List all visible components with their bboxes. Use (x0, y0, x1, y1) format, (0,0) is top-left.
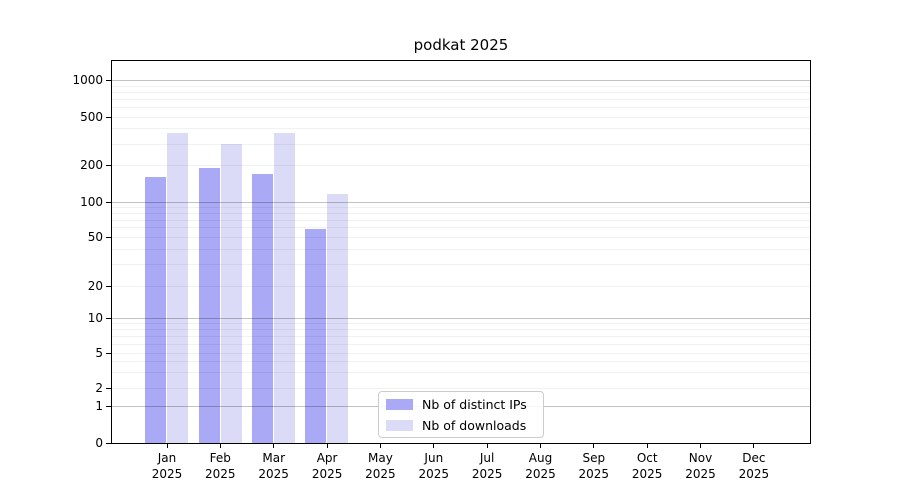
y-tick-mark (106, 406, 111, 408)
gridline (112, 227, 810, 229)
gridline (112, 236, 810, 238)
legend-item-distinct-ips: Nb of distinct IPs (386, 397, 543, 412)
gridline (112, 98, 810, 100)
y-tick-mark (106, 352, 111, 354)
x-tick-label: Mar 2025 (258, 451, 289, 481)
y-tick-mark (106, 201, 111, 203)
x-tick-mark (326, 444, 328, 448)
gridline (112, 318, 810, 319)
y-tick-label: 100 (80, 194, 103, 209)
bar-downloads-jan-2025 (167, 132, 189, 443)
x-tick-label: Apr 2025 (311, 451, 343, 481)
x-tick-mark (486, 444, 488, 448)
gridline (112, 116, 810, 118)
bar-downloads-feb-2025 (220, 144, 242, 443)
legend-item-downloads: Nb of downloads (386, 418, 543, 433)
x-tick-label: Aug 2025 (525, 451, 556, 481)
gridline (112, 387, 810, 389)
x-tick-mark (700, 444, 701, 448)
x-tick-mark (379, 444, 381, 448)
gridline (112, 80, 810, 81)
y-tick-label: 1 (95, 399, 103, 414)
x-tick-mark (166, 444, 168, 448)
y-tick-label: 5 (95, 345, 103, 360)
gridline (112, 128, 810, 130)
y-tick-mark (106, 164, 111, 166)
x-tick-mark (646, 444, 648, 448)
y-tick-mark (106, 236, 111, 238)
gridline (112, 206, 810, 208)
gridline (112, 323, 810, 325)
gridline (112, 361, 810, 363)
y-tick-mark (106, 286, 111, 288)
gridline (112, 107, 810, 108)
y-tick-mark (106, 80, 111, 81)
bar-distinct-ips-apr-2025 (305, 229, 327, 443)
bar-distinct-ips-jan-2025 (145, 176, 167, 443)
legend-label-downloads: Nb of downloads (422, 417, 527, 433)
gridline (112, 201, 810, 203)
bars-layer (112, 61, 810, 443)
bar-downloads-mar-2025 (274, 132, 295, 443)
y-tick-label: 0 (95, 435, 103, 450)
x-tick-label: Jun 2025 (418, 451, 450, 481)
x-tick-mark (540, 444, 541, 448)
x-tick-label: Jul 2025 (471, 451, 503, 481)
legend: Nb of distinct IPs Nb of downloads (378, 391, 544, 438)
x-tick-label: May 2025 (365, 451, 396, 481)
gridline (112, 264, 810, 266)
gridline (112, 248, 810, 250)
legend-label-distinct-ips: Nb of distinct IPs (422, 396, 527, 412)
y-tick-mark (106, 318, 111, 319)
gridline (112, 372, 810, 374)
gridline (112, 336, 810, 337)
y-tick-label: 1000 (72, 73, 103, 87)
gridlines-layer (112, 61, 810, 443)
y-tick-label: 10 (87, 311, 103, 325)
gridline (112, 219, 810, 221)
gridline (112, 286, 810, 288)
y-tick-label: 200 (80, 157, 103, 172)
x-tick-label: Feb 2025 (205, 451, 236, 481)
gridline (112, 329, 810, 331)
bar-distinct-ips-mar-2025 (252, 173, 273, 443)
x-tick-label: Dec 2025 (738, 451, 770, 481)
x-tick-mark (273, 444, 275, 448)
gridline (112, 343, 810, 345)
y-tick-label: 50 (87, 229, 103, 244)
gridline (112, 91, 810, 93)
y-tick-label: 20 (87, 279, 103, 294)
y-tick-mark (106, 442, 111, 444)
x-tick-mark (593, 444, 595, 448)
legend-swatch-downloads (386, 419, 413, 431)
x-tick-mark (433, 444, 435, 448)
x-tick-mark (219, 444, 221, 448)
bar-downloads-apr-2025 (327, 194, 349, 443)
y-tick-mark (106, 387, 111, 389)
y-tick-label: 500 (80, 109, 103, 124)
bar-distinct-ips-feb-2025 (198, 167, 220, 443)
gridline (112, 212, 810, 214)
gridline (112, 143, 810, 145)
x-tick-label: Sep 2025 (578, 451, 610, 481)
gridline (112, 352, 810, 354)
y-tick-mark (106, 116, 111, 118)
plot-area (111, 60, 811, 444)
chart-title: podkat 2025 (413, 36, 509, 54)
gridline (112, 85, 810, 87)
y-tick-label: 2 (95, 380, 103, 395)
x-tick-label: Nov 2025 (685, 451, 716, 481)
x-tick-mark (753, 444, 755, 448)
gridline (112, 164, 810, 166)
x-tick-label: Jan 2025 (151, 451, 183, 481)
legend-swatch-distinct-ips (386, 398, 413, 410)
x-tick-label: Oct 2025 (631, 451, 663, 481)
